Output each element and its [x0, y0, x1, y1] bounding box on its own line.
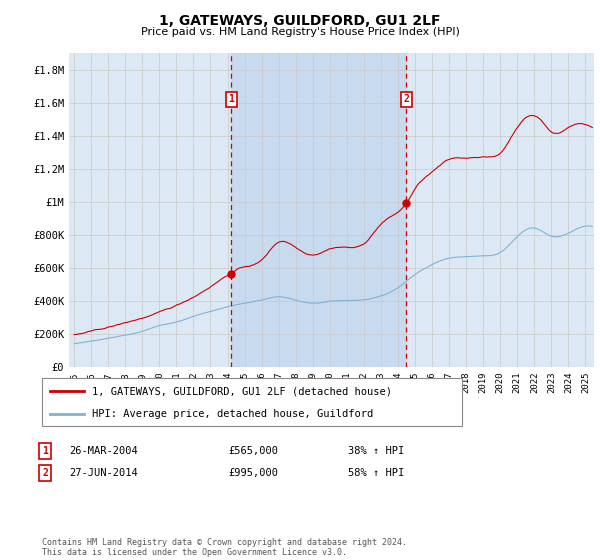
Text: 2: 2 — [42, 468, 48, 478]
Text: £565,000: £565,000 — [228, 446, 278, 456]
Bar — [232, 53, 406, 367]
Text: HPI: Average price, detached house, Guildford: HPI: Average price, detached house, Guil… — [92, 409, 374, 419]
Text: 58% ↑ HPI: 58% ↑ HPI — [348, 468, 404, 478]
Text: 1: 1 — [229, 95, 235, 104]
Text: 26-MAR-2004: 26-MAR-2004 — [69, 446, 138, 456]
Text: £995,000: £995,000 — [228, 468, 278, 478]
FancyBboxPatch shape — [42, 378, 462, 426]
Text: 1, GATEWAYS, GUILDFORD, GU1 2LF (detached house): 1, GATEWAYS, GUILDFORD, GU1 2LF (detache… — [92, 386, 392, 396]
Text: 2: 2 — [404, 95, 409, 104]
Text: Contains HM Land Registry data © Crown copyright and database right 2024.
This d: Contains HM Land Registry data © Crown c… — [42, 538, 407, 557]
Text: 27-JUN-2014: 27-JUN-2014 — [69, 468, 138, 478]
Text: Price paid vs. HM Land Registry's House Price Index (HPI): Price paid vs. HM Land Registry's House … — [140, 27, 460, 37]
Text: 1: 1 — [42, 446, 48, 456]
Text: 1, GATEWAYS, GUILDFORD, GU1 2LF: 1, GATEWAYS, GUILDFORD, GU1 2LF — [159, 14, 441, 28]
Text: 38% ↑ HPI: 38% ↑ HPI — [348, 446, 404, 456]
